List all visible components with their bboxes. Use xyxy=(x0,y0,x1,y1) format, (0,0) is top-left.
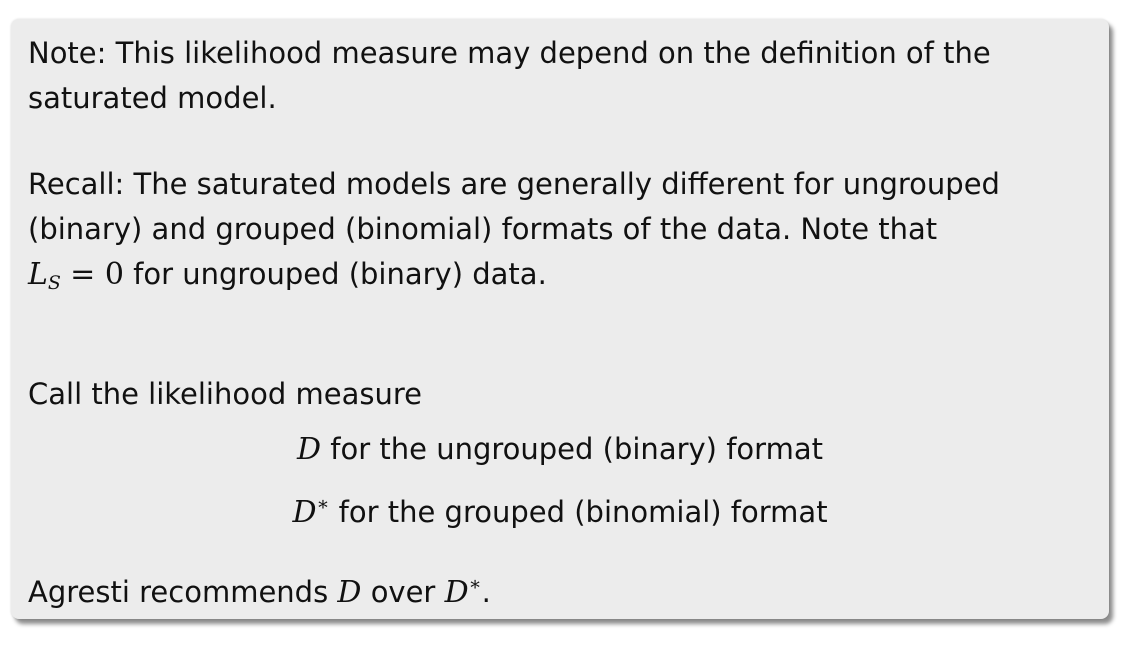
math-star-superscript-agresti: ∗ xyxy=(468,573,482,595)
recall-line-1: Recall: The saturated models are general… xyxy=(28,167,1000,201)
recall-line-2: (binary) and grouped (binomial) formats … xyxy=(28,212,938,246)
note-line-1: Note: This likelihood measure may depend… xyxy=(28,36,991,70)
recall-line-3-text: for ungrouped (binary) data. xyxy=(133,257,547,291)
note-paragraph: Note: This likelihood measure may depend… xyxy=(28,31,991,121)
math-star-superscript: ∗ xyxy=(316,493,330,515)
call-item-grouped-text: for the grouped (binomial) format xyxy=(338,495,828,529)
math-D: D xyxy=(297,432,322,467)
math-equals-zero: = 0 xyxy=(70,257,124,292)
content-block: Note: This likelihood measure may depend… xyxy=(11,19,1109,619)
note-line-2: saturated model. xyxy=(28,81,277,115)
agresti-prefix: Agresti recommends xyxy=(28,575,329,609)
math-subscript-S: S xyxy=(47,272,61,294)
math-D-star: D xyxy=(292,495,317,530)
math-D-star-agresti: D xyxy=(444,575,469,610)
agresti-suffix: . xyxy=(481,575,491,609)
math-D-agresti: D xyxy=(337,575,362,610)
call-item-ungrouped-text: for the ungrouped (binary) format xyxy=(330,432,823,466)
call-intro: Call the likelihood measure xyxy=(28,377,422,411)
math-L: L xyxy=(28,257,48,292)
call-item-ungrouped: D for the ungrouped (binary) format xyxy=(11,427,1109,472)
agresti-middle: over xyxy=(370,575,436,609)
call-item-grouped: D∗ for the grouped (binomial) format xyxy=(11,482,1109,535)
agresti-sentence: Agresti recommends D over D∗. xyxy=(28,562,491,615)
recall-line-3: LS = 0 for ungrouped (binary) data. xyxy=(28,252,1000,306)
recall-paragraph: Recall: The saturated models are general… xyxy=(28,162,1000,306)
